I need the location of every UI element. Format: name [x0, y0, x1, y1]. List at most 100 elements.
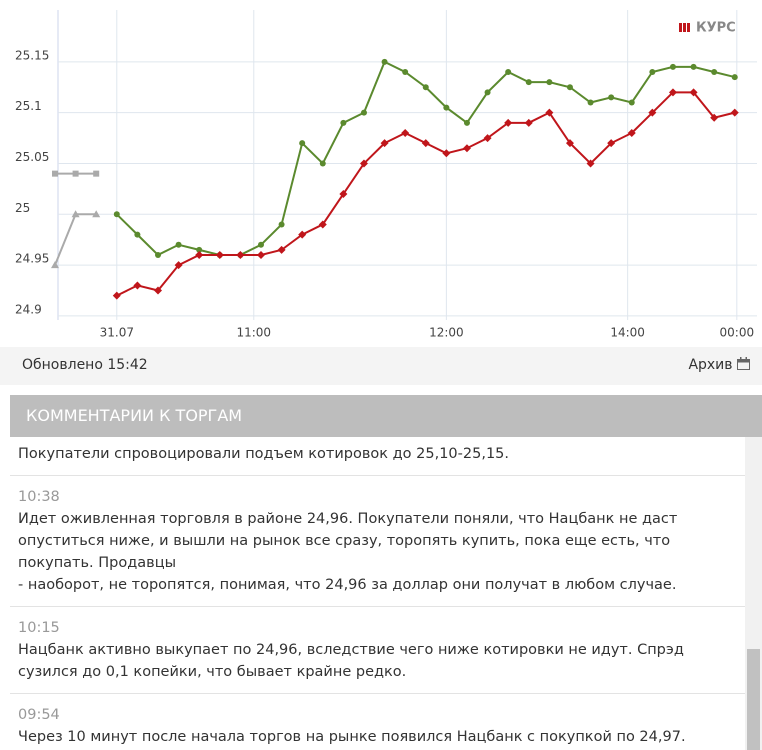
- point: [215, 250, 224, 259]
- scroll-thumb[interactable]: [747, 649, 760, 750]
- archive-link[interactable]: Архив: [688, 357, 750, 373]
- point: [565, 139, 574, 148]
- comment: 10:38 Идет оживленная торговля в районе 2…: [10, 476, 745, 607]
- point: [422, 84, 429, 91]
- point: [524, 118, 533, 127]
- updated: Обновлено 15:42: [22, 357, 148, 373]
- point: [256, 250, 265, 259]
- point: [134, 231, 141, 238]
- point: [153, 286, 162, 295]
- point: [112, 291, 121, 300]
- comments-header: КОММЕНТАРИИ К ТОРГАМ: [10, 395, 762, 437]
- point: [689, 88, 698, 97]
- point: [299, 140, 306, 147]
- comment-text: Покупатели спровоцировали подъем котиров…: [18, 446, 510, 462]
- point: [50, 261, 59, 269]
- comment-time: 09:54: [18, 707, 60, 723]
- point: [628, 99, 635, 106]
- y-tick-label: 25: [15, 201, 30, 215]
- y-tick-label: 24.9: [15, 302, 42, 316]
- comment: 10:15 Нацбанк активно выкупает по 24,96, …: [10, 607, 745, 694]
- x-tick-label: 12:00: [429, 326, 464, 340]
- point: [586, 159, 595, 168]
- point: [92, 210, 101, 218]
- point: [298, 230, 307, 239]
- x-tick-label: 14:00: [610, 326, 645, 340]
- scrollbar[interactable]: [745, 437, 762, 750]
- point: [504, 118, 513, 127]
- series-line: [116, 60, 735, 257]
- point: [174, 261, 183, 270]
- point: [154, 251, 161, 258]
- point: [463, 119, 470, 126]
- x-tick-label: 31.07: [100, 326, 134, 340]
- point: [195, 250, 204, 259]
- point: [340, 119, 347, 126]
- point: [525, 79, 532, 86]
- point: [72, 170, 79, 177]
- point: [669, 63, 676, 70]
- point: [257, 241, 264, 248]
- point: [711, 69, 718, 75]
- x-tick-label: 11:00: [236, 326, 271, 340]
- status-bar: Обновлено 15:42 Архив: [0, 347, 762, 385]
- point: [545, 108, 554, 117]
- point: [710, 113, 719, 122]
- point: [113, 211, 120, 218]
- point: [587, 99, 594, 106]
- comment: 09:54 Через 10 минут после начала торгов …: [10, 694, 745, 750]
- series-line: [54, 213, 97, 266]
- point: [730, 108, 739, 117]
- point: [380, 139, 389, 148]
- point: [175, 241, 182, 248]
- y-tick-label: 25.1: [15, 99, 42, 113]
- point: [133, 281, 142, 290]
- watermark: КУРС: [696, 21, 736, 36]
- comments-list: Покупатели спровоцировали подъем котиров…: [10, 437, 745, 750]
- point: [648, 108, 657, 117]
- comment-text: Идет оживленная торговля в районе 24,96.…: [18, 511, 678, 593]
- comment-time: 10:38: [18, 489, 60, 505]
- point: [402, 69, 409, 75]
- logo: КУРС: [679, 21, 736, 36]
- point: [627, 128, 636, 137]
- point: [505, 69, 512, 75]
- comment-text: Через 10 минут после начала торгов на ры…: [18, 729, 686, 745]
- x-tick-label: 00:00: [720, 326, 755, 340]
- point: [443, 104, 450, 111]
- chart: КУРС 24.9 24.95 25 25.05 25.1 25.15 31.07 11:00…: [15, 10, 757, 340]
- point: [360, 109, 367, 116]
- point: [339, 189, 348, 198]
- y-tick-label: 24.95: [15, 252, 49, 266]
- point: [359, 159, 368, 168]
- y-tick-label: 25.05: [15, 150, 49, 164]
- y-tick-label: 25.15: [15, 48, 49, 62]
- calendar-icon: [737, 357, 750, 370]
- point: [319, 160, 326, 167]
- point: [196, 246, 203, 253]
- point: [318, 220, 327, 229]
- point: [608, 94, 615, 101]
- point: [484, 89, 491, 96]
- point: [566, 84, 573, 91]
- comment: Покупатели спровоцировали подъем котиров…: [10, 437, 745, 476]
- point: [71, 210, 80, 218]
- point: [731, 74, 738, 81]
- point: [462, 144, 471, 153]
- point: [401, 128, 410, 137]
- point: [442, 149, 451, 158]
- point: [93, 170, 100, 177]
- point: [668, 88, 677, 97]
- point: [649, 69, 656, 75]
- point: [51, 170, 58, 177]
- point: [421, 139, 430, 148]
- point: [277, 245, 286, 254]
- point: [690, 63, 697, 70]
- comment-text: Нацбанк активно выкупает по 24,96, вслед…: [18, 642, 684, 680]
- point: [381, 58, 388, 65]
- point: [278, 221, 285, 228]
- point: [236, 250, 245, 259]
- point: [607, 139, 616, 148]
- archive-text[interactable]: Архив: [688, 357, 733, 373]
